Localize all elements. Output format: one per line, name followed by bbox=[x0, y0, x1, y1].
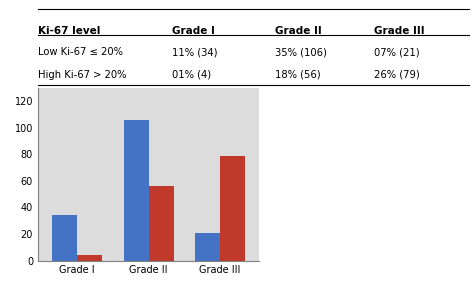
Bar bbox=[124, 120, 149, 261]
Text: 18% (56): 18% (56) bbox=[275, 70, 321, 80]
Text: 01% (4): 01% (4) bbox=[172, 70, 211, 80]
Text: Low Ki-67 ≤ 20%: Low Ki-67 ≤ 20% bbox=[38, 47, 123, 57]
Bar bbox=[195, 233, 220, 261]
Text: 35% (106): 35% (106) bbox=[275, 47, 327, 57]
Text: 11% (34): 11% (34) bbox=[172, 47, 217, 57]
Text: Ki-67 level: Ki-67 level bbox=[38, 26, 100, 36]
Text: Grade III: Grade III bbox=[374, 26, 425, 36]
Text: 07% (21): 07% (21) bbox=[374, 47, 420, 57]
Text: High Ki-67 > 20%: High Ki-67 > 20% bbox=[38, 70, 127, 80]
Bar bbox=[220, 156, 245, 261]
Text: Grade II: Grade II bbox=[275, 26, 322, 36]
Bar bbox=[52, 215, 77, 261]
Bar bbox=[77, 255, 102, 261]
Text: Grade I: Grade I bbox=[172, 26, 215, 36]
Text: 26% (79): 26% (79) bbox=[374, 70, 420, 80]
Bar bbox=[149, 186, 173, 261]
